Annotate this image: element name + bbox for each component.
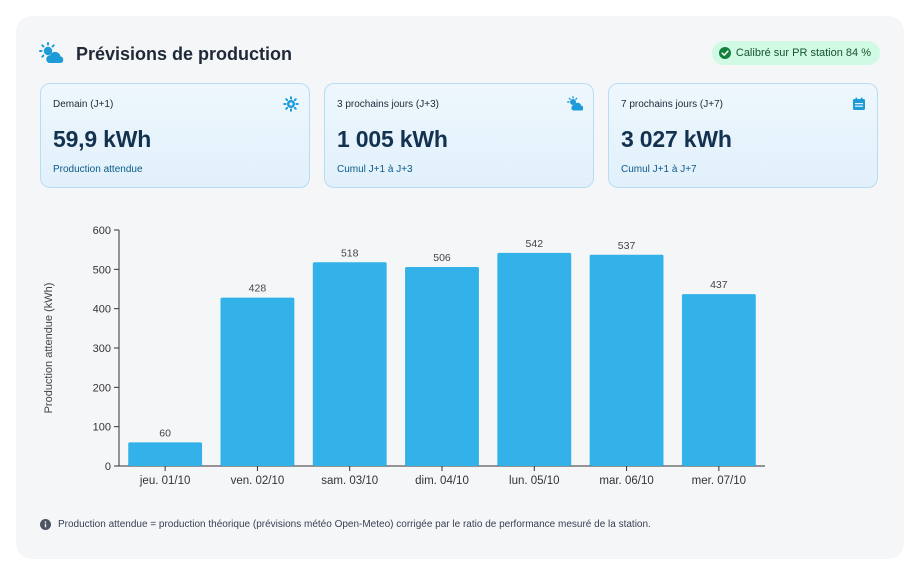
card-subtitle: Cumul J+1 à J+7	[621, 164, 697, 175]
y-tick-label: 400	[93, 304, 111, 316]
card-next-7-days: 7 prochains jours (J+7) 3 027 kWh Cumul …	[608, 83, 878, 188]
y-tick-label: 300	[93, 343, 111, 355]
bar-value-label: 428	[249, 283, 267, 295]
card-subtitle: Cumul J+1 à J+3	[337, 164, 413, 175]
card-value: 59,9 kWh	[53, 126, 152, 152]
card-subtitle: Production attendue	[53, 164, 143, 175]
calendar-icon	[853, 97, 865, 110]
card-label: 7 prochains jours (J+7)	[621, 99, 723, 110]
footnote: Production attendue = production théoriq…	[40, 519, 651, 530]
bar-value-label: 506	[433, 252, 451, 264]
calibration-badge: Calibré sur PR station 84 %	[711, 41, 880, 65]
sun-cloud-icon	[39, 42, 64, 63]
bar	[497, 252, 572, 466]
bar	[128, 442, 203, 466]
sun-cloud-icon	[567, 96, 583, 111]
page-title: Prévisions de production	[76, 44, 293, 64]
bar	[681, 294, 756, 466]
bar	[220, 297, 295, 466]
bar-value-label: 60	[159, 427, 171, 439]
x-tick-label: jeu. 01/10	[139, 475, 191, 487]
bar-value-label: 542	[526, 238, 544, 250]
y-tick-label: 0	[105, 461, 111, 473]
x-tick-label: sam. 03/10	[321, 475, 378, 487]
footnote-text: Production attendue = production théoriq…	[58, 519, 651, 530]
x-tick-label: mar. 06/10	[599, 475, 653, 487]
bar-value-label: 518	[341, 247, 359, 259]
bar	[312, 262, 387, 466]
card-label: 3 prochains jours (J+3)	[337, 99, 439, 110]
card-tomorrow: Demain (J+1) 59,9 kWh Production attendu…	[40, 83, 310, 188]
check-circle-icon	[718, 47, 731, 59]
bar	[405, 266, 479, 466]
y-axis-title: Production attendue (kWh)	[43, 283, 55, 414]
x-tick-label: dim. 04/10	[415, 475, 469, 487]
bar-value-label: 437	[710, 279, 728, 291]
card-value: 1 005 kWh	[337, 126, 448, 152]
x-tick-label: lun. 05/10	[509, 475, 560, 487]
y-tick-label: 100	[93, 422, 111, 434]
card-label: Demain (J+1)	[53, 99, 114, 110]
badge-label: Calibré sur PR station 84 %	[735, 47, 871, 59]
x-tick-label: ven. 02/10	[231, 475, 285, 487]
bar-value-label: 537	[618, 240, 636, 252]
sun-gear-icon	[283, 96, 299, 112]
card-next-3-days: 3 prochains jours (J+3) 1 005 kWh Cumul …	[324, 83, 594, 188]
x-tick-label: mer. 07/10	[692, 475, 746, 487]
y-tick-label: 200	[93, 382, 111, 394]
card-value: 3 027 kWh	[621, 126, 732, 152]
info-icon	[40, 519, 51, 530]
y-tick-label: 600	[93, 225, 111, 237]
bar	[589, 254, 664, 466]
y-tick-label: 500	[93, 264, 111, 276]
